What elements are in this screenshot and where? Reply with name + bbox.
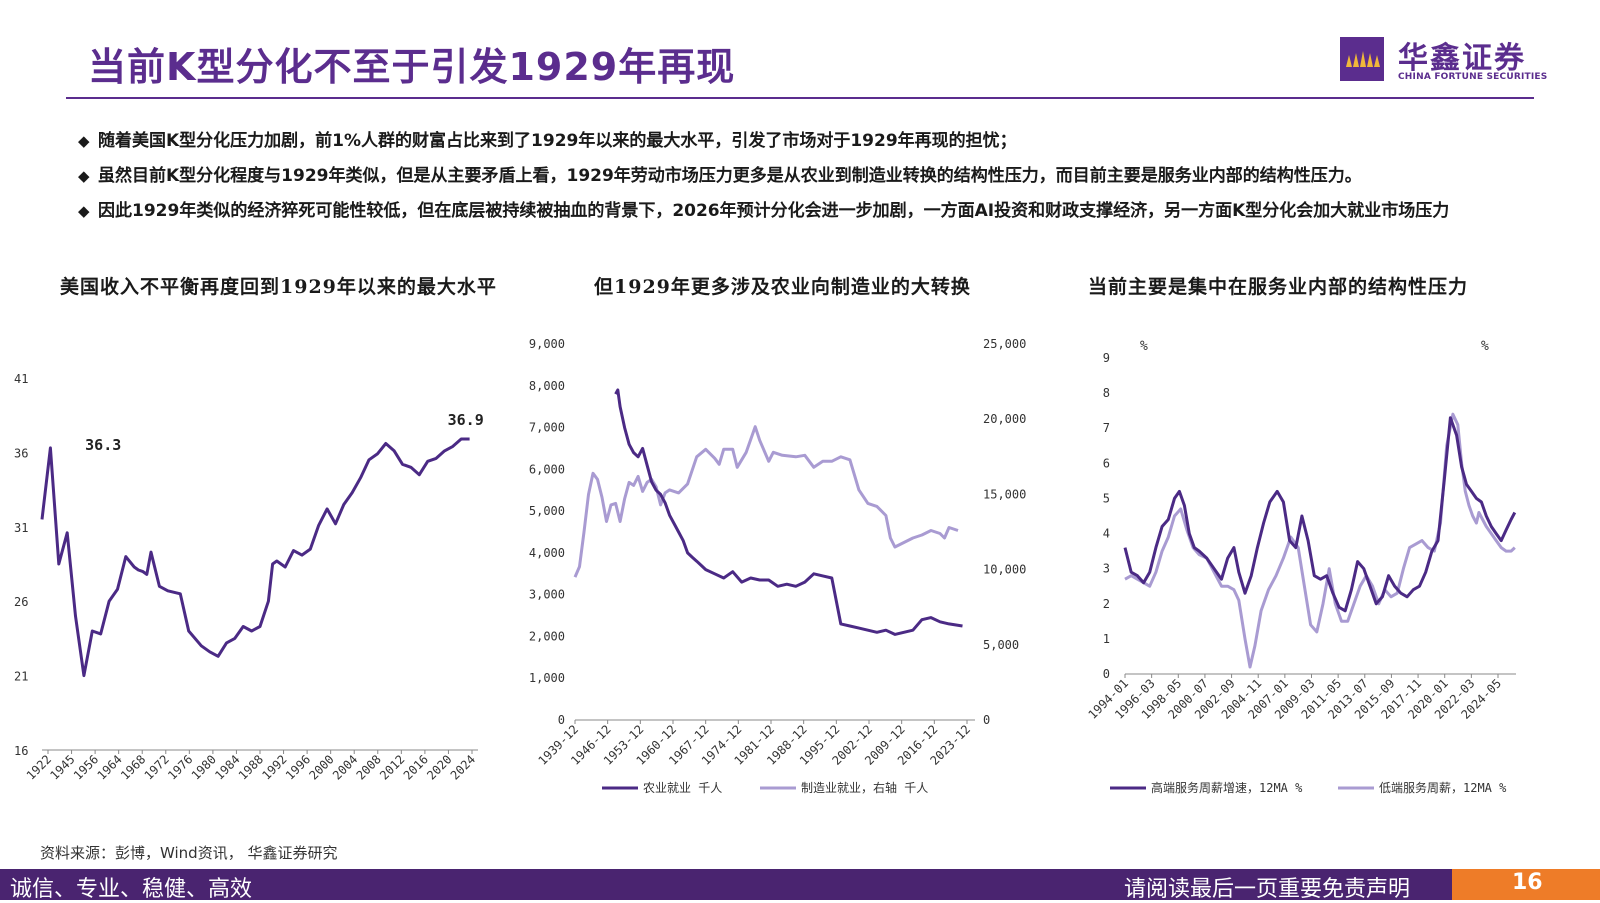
x-tick-label: 1976 xyxy=(165,752,195,782)
x-tick-label: 1956 xyxy=(71,752,101,782)
y-right-tick-label: 20,000 xyxy=(983,412,1026,426)
x-tick-label: 2000 xyxy=(306,752,336,782)
y-tick-label: 2 xyxy=(1103,597,1110,611)
y-left-tick-label: 2,000 xyxy=(529,629,565,643)
x-tick-label: 2024 xyxy=(448,752,478,782)
chart1-income-inequality: 1621263136411922194519561964196819721976… xyxy=(14,372,484,783)
footer-disclaimer: 请阅读最后一页重要免责声明 xyxy=(1123,877,1410,902)
series-line-low-end-wages xyxy=(1124,412,1516,669)
data-label: 36.3 xyxy=(85,436,121,454)
logo-subtext: CHINA FORTUNE SECURITIES xyxy=(1398,72,1548,82)
x-tick-label: 1945 xyxy=(47,752,77,782)
bullet-text: 虽然目前K型分化程度与1929年类似，但是从主要矛盾上看，1929年劳动市场压力… xyxy=(98,166,1362,186)
y-tick-label: 16 xyxy=(14,744,28,758)
footer-slogan: 诚信、专业、稳健、高效 xyxy=(10,877,253,902)
y-tick-label: 36 xyxy=(14,446,28,460)
x-tick-label: 2016 xyxy=(401,752,431,782)
bullet-item: ◆ 虽然目前K型分化程度与1929年类似，但是从主要矛盾上看，1929年劳动市场… xyxy=(78,159,1568,194)
y-left-tick-label: 5,000 xyxy=(529,504,565,518)
y-left-tick-label: 4,000 xyxy=(529,546,565,560)
series-line-manufacturing xyxy=(573,425,959,578)
chart2-title: 但1929年更多涉及农业向制造业的大转换 xyxy=(594,276,971,298)
series-line-high-end-wages xyxy=(1123,416,1517,613)
y-left-tick-label: 0 xyxy=(558,713,565,727)
legend-label: 制造业就业，右轴 千人 xyxy=(801,780,928,795)
x-tick-label: 1980 xyxy=(189,752,219,782)
diamond-bullet-icon: ◆ xyxy=(78,202,90,220)
y-tick-label: 41 xyxy=(14,372,28,386)
bullet-list: ◆ 随着美国K型分化压力加剧，前1%人群的财富占比来到了1929年以来的最大水平… xyxy=(78,124,1568,229)
bullet-text: 因此1929年类似的经济猝死可能性较低，但在底层被持续被抽血的背景下，2026年… xyxy=(98,201,1450,221)
bullet-item: ◆ 随着美国K型分化压力加剧，前1%人群的财富占比来到了1929年以来的最大水平… xyxy=(78,124,1568,159)
diamond-bullet-icon: ◆ xyxy=(78,167,90,185)
legend-label: 高端服务周薪增速，12MA % xyxy=(1151,780,1303,795)
source-note: 资料来源：彭博，Wind资讯， 华鑫证券研究 xyxy=(40,844,338,862)
y-right-tick-label: 0 xyxy=(983,713,990,727)
logo-text: 华鑫证券 xyxy=(1398,41,1526,76)
y-tick-label: 31 xyxy=(14,521,28,535)
y-tick-label: 6 xyxy=(1103,456,1110,470)
y-tick-label: 3 xyxy=(1103,562,1110,576)
x-tick-label: 1972 xyxy=(142,752,172,782)
legend-label: 低端服务周薪，12MA % xyxy=(1379,780,1507,795)
y-tick-label: 9 xyxy=(1103,351,1110,365)
chart1-title: 美国收入不平衡再度回到1929年以来的最大水平 xyxy=(60,276,497,298)
legend-label: 农业就业 千人 xyxy=(643,781,722,795)
chart3-title: 当前主要是集中在服务业内部的结构性压力 xyxy=(1088,276,1469,298)
x-tick-label: 1984 xyxy=(212,752,242,782)
x-tick-label: 2008 xyxy=(354,752,384,782)
y-right-unit: % xyxy=(1481,339,1489,354)
y-tick-label: 8 xyxy=(1103,386,1110,400)
data-label: 36.9 xyxy=(448,411,484,429)
page-number-box xyxy=(1452,869,1600,900)
y-tick-label: 26 xyxy=(14,595,28,609)
y-left-tick-label: 8,000 xyxy=(529,379,565,393)
x-tick-label: 2004 xyxy=(330,752,360,782)
y-tick-label: 5 xyxy=(1103,491,1110,505)
y-left-tick-label: 1,000 xyxy=(529,671,565,685)
x-tick-label: 2012 xyxy=(377,752,407,782)
page-title: 当前K型分化不至于引发1929年再现 xyxy=(88,45,736,89)
diamond-bullet-icon: ◆ xyxy=(78,132,90,150)
x-tick-label: 1988 xyxy=(236,752,266,782)
y-right-tick-label: 5,000 xyxy=(983,638,1019,652)
chart2-agri-manufacturing: 0 1,000 2,000 3,000 4,000 5,000 6,000 7,000 8,00… xyxy=(529,337,1026,795)
y-left-tick-label: 3,000 xyxy=(529,588,565,602)
y-tick-label: 0 xyxy=(1103,667,1110,681)
logo-icon xyxy=(1340,37,1384,81)
x-tick-label: 1996 xyxy=(283,752,313,782)
y-left-tick-label: 7,000 xyxy=(529,421,565,435)
y-right-tick-label: 15,000 xyxy=(983,487,1026,501)
x-tick-label: 1964 xyxy=(94,752,124,782)
x-tick-label: 2020 xyxy=(424,752,454,782)
y-tick-label: 1 xyxy=(1103,632,1110,646)
x-tick-label: 1992 xyxy=(259,752,289,782)
y-tick-label: 7 xyxy=(1103,421,1110,435)
title-divider xyxy=(66,97,1534,99)
series-line-income-share xyxy=(40,437,470,678)
y-tick-label: 21 xyxy=(14,670,28,684)
x-tick-label: 1968 xyxy=(118,752,148,782)
page-number: 16 xyxy=(1512,870,1543,895)
bullet-text: 随着美国K型分化压力加剧，前1%人群的财富占比来到了1929年以来的最大水平，引… xyxy=(98,131,1017,151)
footer-bar: 诚信、专业、稳健、高效 请阅读最后一页重要免责声明 16 xyxy=(0,869,1600,902)
y-left-tick-label: 9,000 xyxy=(529,337,565,351)
y-right-tick-label: 10,000 xyxy=(983,563,1026,577)
y-right-tick-label: 25,000 xyxy=(983,337,1026,351)
series-line-agriculture xyxy=(614,388,963,636)
y-tick-label: 4 xyxy=(1103,527,1110,541)
bullet-item: ◆ 因此1929年类似的经济猝死可能性较低，但在底层被持续被抽血的背景下，202… xyxy=(78,194,1568,229)
y-left-unit: % xyxy=(1140,339,1148,354)
y-left-tick-label: 6,000 xyxy=(529,462,565,476)
